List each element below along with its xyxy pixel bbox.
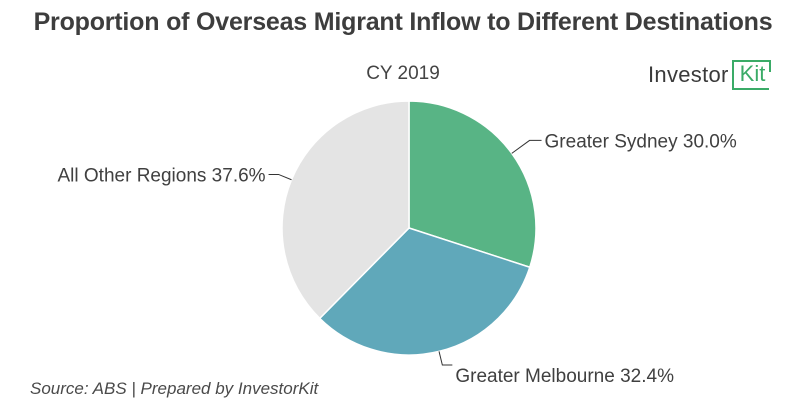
logo-accent: Kit <box>731 60 772 90</box>
leader-lines <box>268 139 542 366</box>
chart-title: Proportion of Overseas Migrant Inflow to… <box>33 8 773 36</box>
leader-line <box>268 173 292 181</box>
slice-labels: Greater Sydney 30.0% Greater Melbourne 32… <box>58 131 737 387</box>
leader-line <box>511 139 542 154</box>
slice-label: Greater Sydney 30.0% <box>545 131 737 152</box>
investorkit-logo: Investor Kit <box>648 60 772 90</box>
pie-slice-greater-sydney <box>408 100 537 269</box>
slice-label: Greater Melbourne 32.4% <box>455 366 674 387</box>
slice-label: All Other Regions 37.6% <box>58 165 266 186</box>
leader-line <box>438 351 453 366</box>
pie-slices <box>281 100 537 356</box>
chart-subtitle: CY 2019 <box>366 63 440 84</box>
source-note: Source: ABS | Prepared by InvestorKit <box>30 379 319 398</box>
logo-word: Investor <box>648 62 729 87</box>
